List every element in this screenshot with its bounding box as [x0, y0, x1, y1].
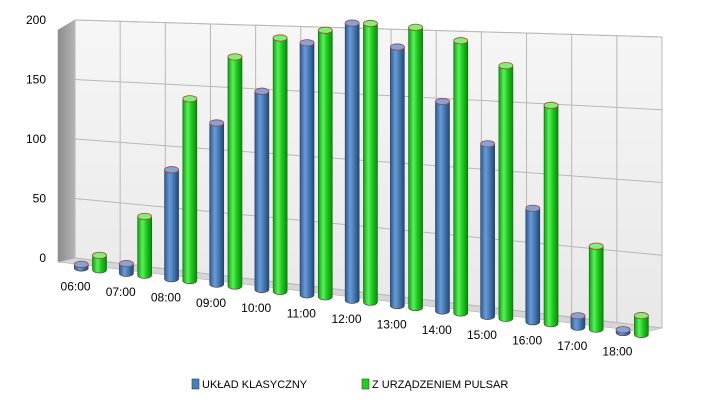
x-tick-label: 16:00 — [512, 334, 542, 348]
x-tick-label: 13:00 — [377, 317, 407, 331]
legend: UKŁAD KLASYCZNY Z URZĄDZENIEM PULSAR — [191, 378, 508, 391]
x-tick-label: 06:00 — [61, 280, 91, 294]
x-tick-label: 14:00 — [422, 323, 452, 337]
bar-uklad-klasyczny-0800 — [164, 166, 179, 283]
bar-z-urzadzeniem-pulsar-1000 — [272, 34, 288, 295]
x-tick-label: 07:00 — [106, 285, 136, 299]
x-axis: 06:00 07:00 08:00 09:00 10:00 11:00 12:00 13:00… — [61, 280, 633, 359]
bar-z-urzadzeniem-pulsar-0700 — [137, 212, 153, 279]
bar-uklad-klasyczny-1300 — [389, 43, 405, 310]
bar-uklad-klasyczny-1600 — [525, 204, 541, 326]
legend-item-uklad-klasyczny: UKŁAD KLASYCZNY — [191, 378, 308, 391]
bar-z-urzadzeniem-pulsar-1100 — [317, 26, 333, 301]
x-tick-label: 08:00 — [151, 290, 181, 304]
legend-swatch — [191, 378, 200, 390]
bar-z-urzadzeniem-pulsar-1800 — [633, 312, 649, 338]
bar-z-urzadzeniem-pulsar-0600 — [92, 251, 107, 274]
legend-item-z-urzadzeniem-pulsar: Z URZĄDZENIEM PULSAR — [361, 378, 508, 391]
bar-uklad-klasyczny-1500 — [480, 140, 496, 320]
bar-z-urzadzeniem-pulsar-1500 — [498, 62, 514, 322]
x-tick-label: 10:00 — [241, 301, 271, 315]
x-tick-label: 09:00 — [196, 296, 226, 310]
y-tick-label: 100 — [26, 132, 46, 146]
bar-uklad-klasyczny-0700 — [119, 259, 134, 277]
bar-uklad-klasyczny-1000 — [254, 87, 270, 293]
bar-uklad-klasyczny-1100 — [299, 39, 315, 299]
bar-z-urzadzeniem-pulsar-1600 — [543, 101, 559, 328]
bar-uklad-klasyczny-1400 — [435, 97, 450, 315]
bar-z-urzadzeniem-pulsar-0800 — [182, 95, 198, 285]
y-tick-label: 150 — [26, 73, 46, 87]
x-tick-label: 17:00 — [557, 339, 587, 353]
x-tick-label: 15:00 — [467, 328, 497, 342]
y-tick-label: 50 — [33, 192, 47, 206]
side-wall — [57, 19, 76, 263]
y-axis: 0 50 100 150 200 — [26, 13, 46, 265]
bar-uklad-klasyczny-0600 — [73, 260, 89, 272]
x-tick-label: 12:00 — [331, 312, 361, 326]
y-tick-label: 200 — [26, 13, 46, 27]
bar-uklad-klasyczny-1800 — [615, 326, 631, 337]
legend-label: Z URZĄDZENIEM PULSAR — [372, 379, 508, 391]
bar-z-urzadzeniem-pulsar-1400 — [453, 37, 469, 317]
bar-z-urzadzeniem-pulsar-1300 — [408, 23, 423, 312]
bar-uklad-klasyczny-0900 — [209, 119, 225, 288]
bar-z-urzadzeniem-pulsar-1700 — [588, 242, 604, 333]
bar-uklad-klasyczny-1200 — [344, 19, 360, 304]
x-tick-label: 18:00 — [602, 344, 632, 358]
bar-z-urzadzeniem-pulsar-1200 — [363, 19, 378, 306]
bar-uklad-klasyczny-1700 — [570, 312, 586, 331]
bars — [73, 19, 649, 338]
x-tick-label: 11:00 — [287, 307, 316, 321]
legend-swatch — [361, 378, 370, 390]
bar-z-urzadzeniem-pulsar-0900 — [227, 53, 243, 290]
legend-label: UKŁAD KLASYCZNY — [202, 379, 308, 391]
y-tick-label: 0 — [39, 251, 46, 265]
